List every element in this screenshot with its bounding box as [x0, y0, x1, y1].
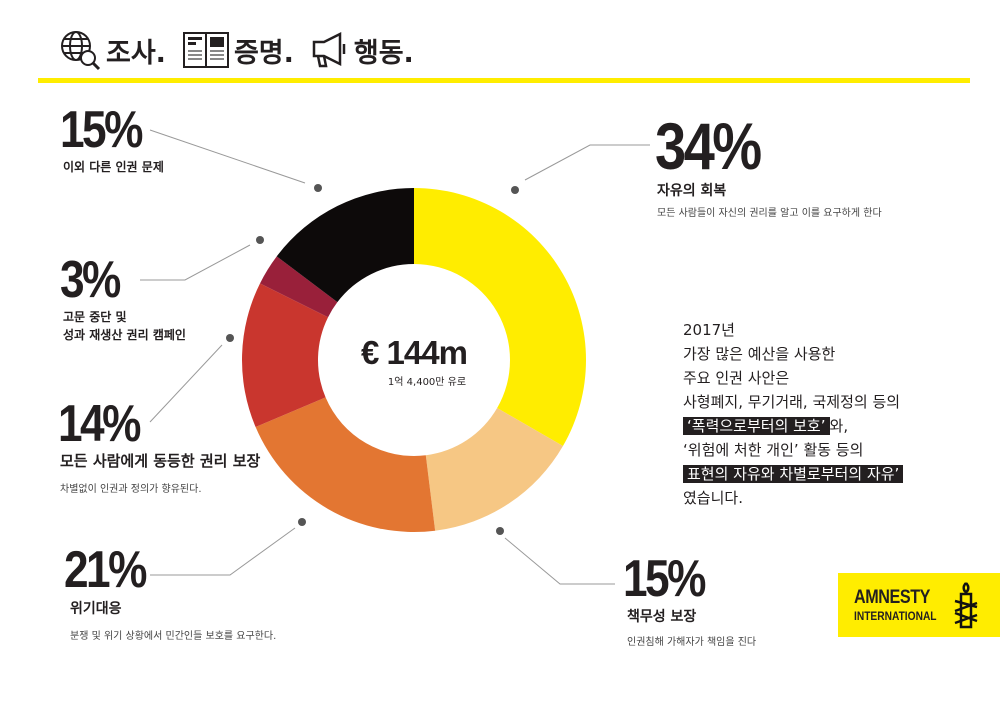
header-item-action: 행동.: [310, 30, 414, 70]
pct-crisis: 21%: [64, 541, 147, 599]
megaphone-icon: [312, 31, 346, 68]
desc-accountability: 인권침해 가해자가 책임을 진다: [627, 637, 757, 648]
donut-slice-0: [414, 188, 586, 446]
highlight-protection: ‘폭력으로부터의 보호’: [683, 417, 830, 435]
leader-line-crisis: [150, 527, 296, 576]
header-item-research: 조사.: [58, 28, 166, 72]
label-freedom: 자유의 회복: [657, 183, 727, 199]
label-other: 이외 다른 인권 문제: [63, 160, 164, 174]
highlight-expression: 표현의 자유와 차별로부터의 자유’: [683, 465, 904, 483]
candle-barbed-wire-icon: [954, 582, 978, 629]
summary-line: ‘폭력으로부터의 보호’ 와,: [683, 414, 903, 438]
header-rule: [38, 78, 970, 83]
summary-line: 주요 인권 사안은: [683, 369, 790, 387]
summary-paragraph: 2017년 가장 많은 예산을 사용한 주요 인권 사안은 사형폐지, 무기거래…: [683, 318, 904, 510]
label-torture-2: 성과 재생산 권리 캠페인: [63, 328, 186, 342]
pct-equal: 14%: [58, 395, 141, 453]
amnesty-logo: AMNESTY INTERNATIONAL: [838, 573, 1000, 637]
leader-line-accountability: [504, 537, 615, 585]
header-label-research: 조사.: [106, 37, 166, 69]
desc-crisis: 분쟁 및 위기 상황에서 민간인들 보호를 요구한다.: [70, 631, 277, 642]
leader-dot-torture: [256, 236, 264, 244]
summary-line: 2017년: [683, 321, 735, 339]
pct-torture: 3%: [60, 251, 121, 309]
leader-line-other: [149, 129, 306, 184]
leader-dot-other: [314, 184, 322, 192]
donut-slice-3: [241, 283, 329, 428]
logo-text-international: INTERNATIONAL: [854, 609, 937, 623]
donut-slice-4: [260, 256, 338, 318]
summary-line: 사형폐지, 무기거래, 국제정의 등의: [683, 393, 901, 411]
pct-other: 15%: [60, 101, 143, 159]
donut-slice-5: [276, 188, 414, 303]
leader-line-freedom: [524, 144, 650, 181]
leader-dot-crisis: [298, 518, 306, 526]
label-crisis: 위기대응: [70, 601, 122, 617]
summary-line: 표현의 자유와 차별로부터의 자유’: [683, 462, 904, 486]
desc-freedom: 모든 사람들이 자신의 권리를 알고 이를 요구하게 한다: [657, 208, 882, 219]
newspaper-icon: [182, 32, 229, 68]
summary-line: ‘위험에 처한 개인’ 활동 등의: [683, 441, 864, 459]
leader-line-torture: [140, 244, 251, 281]
pct-accountability: 15%: [623, 550, 706, 608]
leader-dot-freedom: [511, 186, 519, 194]
leader-dot-equal: [226, 334, 234, 342]
label-accountability: 책무성 보장: [627, 609, 697, 625]
summary-line: 였습니다.: [683, 489, 743, 507]
header-item-evidence: 증명.: [182, 30, 294, 70]
total-amount: € 144m: [361, 334, 468, 371]
pct-freedom: 34%: [655, 109, 762, 183]
globe-search-icon: [61, 31, 101, 71]
header-label-evidence: 증명.: [233, 37, 294, 69]
donut-slice-1: [425, 408, 563, 531]
leader-dot-accountability: [496, 527, 504, 535]
label-equal: 모든 사람에게 동등한 권리 보장: [60, 452, 261, 470]
leader-line-equal: [149, 344, 223, 423]
summary-text: 와,: [829, 417, 849, 435]
label-torture: 고문 중단 및: [63, 310, 127, 324]
donut-slice-2: [255, 397, 436, 532]
logo-text-amnesty: AMNESTY: [854, 587, 930, 608]
total-amount-korean: 1억 4,400만 유로: [387, 377, 467, 388]
summary-line: 가장 많은 예산을 사용한: [683, 345, 836, 363]
header-label-action: 행동.: [353, 37, 414, 69]
desc-equal: 차별없이 인권과 정의가 향유된다.: [60, 484, 202, 495]
header: 조사. 증명. 행동.: [58, 28, 424, 72]
